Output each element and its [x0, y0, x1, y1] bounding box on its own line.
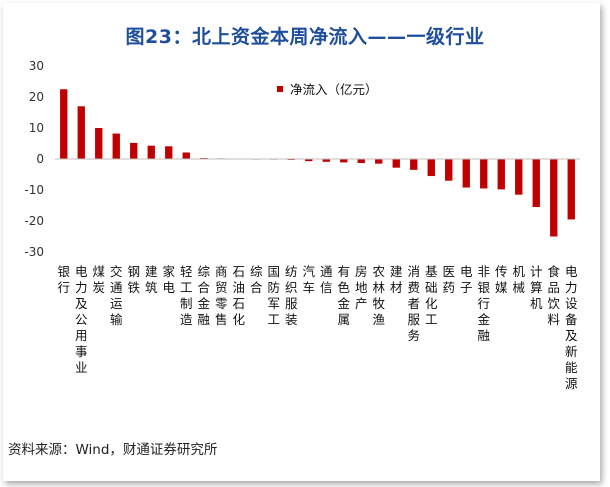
category-label: 医药 [442, 264, 455, 295]
bar [182, 152, 190, 159]
category-label: 食品饮料 [547, 264, 560, 327]
bar [322, 159, 330, 162]
category-labels: 银行电力及公用事业煤炭交通运输钢铁建筑家电轻工制造综合金融商贸零售石油石化综合国… [57, 264, 578, 391]
y-tick-label: -20 [24, 214, 44, 228]
bar [445, 159, 453, 181]
category-label: 农林牧渔 [372, 264, 385, 327]
y-tick-label: 20 [29, 90, 44, 104]
category-label: 计算机 [530, 264, 543, 311]
category-label: 消费者服务 [407, 264, 420, 343]
y-tick-label: 0 [36, 152, 44, 166]
bar [60, 89, 68, 159]
bar [532, 159, 540, 208]
category-label: 电力及公用事业 [75, 264, 88, 375]
y-tick-label: -30 [24, 245, 44, 259]
bar [340, 159, 348, 163]
category-label: 纺织服装 [285, 264, 298, 327]
bar [112, 133, 120, 159]
bar [165, 146, 173, 159]
category-label: 家电 [162, 264, 175, 295]
bar [95, 128, 103, 159]
category-label: 建筑 [145, 264, 158, 295]
legend: 净流入（亿元） [277, 82, 378, 97]
bar [462, 159, 470, 188]
bar [410, 159, 418, 170]
category-label: 交通运输 [110, 264, 123, 327]
bar [515, 159, 523, 195]
bar [77, 106, 85, 159]
chart-title: 图23：北上资金本周净流入——一级行业 [125, 26, 485, 48]
bar [550, 159, 558, 237]
category-label: 电子 [460, 264, 473, 295]
legend-swatch [277, 86, 283, 92]
category-label: 建材 [390, 264, 403, 295]
category-label: 石油石化 [232, 264, 245, 327]
category-label: 国防军工 [267, 264, 280, 327]
y-tick-label: -10 [24, 183, 44, 197]
category-label: 有色金属 [337, 264, 350, 327]
category-label: 综合金融 [197, 264, 210, 327]
bar [497, 159, 505, 190]
bar [375, 159, 383, 164]
category-label: 综合 [250, 264, 263, 295]
y-axis: 30 20 10 0 -10 -20 -30 [24, 59, 44, 259]
bar [480, 159, 488, 189]
bar [392, 159, 400, 168]
bars [60, 89, 575, 237]
category-label: 基础化工 [425, 264, 438, 327]
bar [147, 145, 155, 159]
category-label: 轻工制造 [180, 264, 193, 327]
category-label: 房地产 [355, 264, 368, 311]
y-tick-label: 10 [29, 121, 44, 135]
bar [567, 159, 575, 220]
category-label: 传媒 [495, 264, 508, 295]
bar [305, 159, 313, 162]
category-label: 通信 [320, 264, 333, 295]
category-label: 机械 [512, 264, 525, 295]
category-label: 银行 [57, 264, 70, 295]
bar [427, 159, 435, 177]
category-label: 煤炭 [92, 264, 105, 295]
category-label: 非银行金融 [477, 264, 490, 343]
category-label: 钢铁 [127, 264, 140, 295]
bar [130, 142, 138, 159]
category-label: 商贸零售 [215, 264, 228, 327]
legend-label: 净流入（亿元） [290, 82, 378, 97]
y-tick-label: 30 [29, 59, 44, 73]
category-label: 汽车 [302, 264, 315, 295]
source-note: 资料来源：Wind，财通证券研究所 [8, 442, 218, 458]
category-label: 电力设备及新能源 [565, 264, 578, 391]
chart-frame [3, 3, 600, 481]
bar [357, 159, 365, 164]
